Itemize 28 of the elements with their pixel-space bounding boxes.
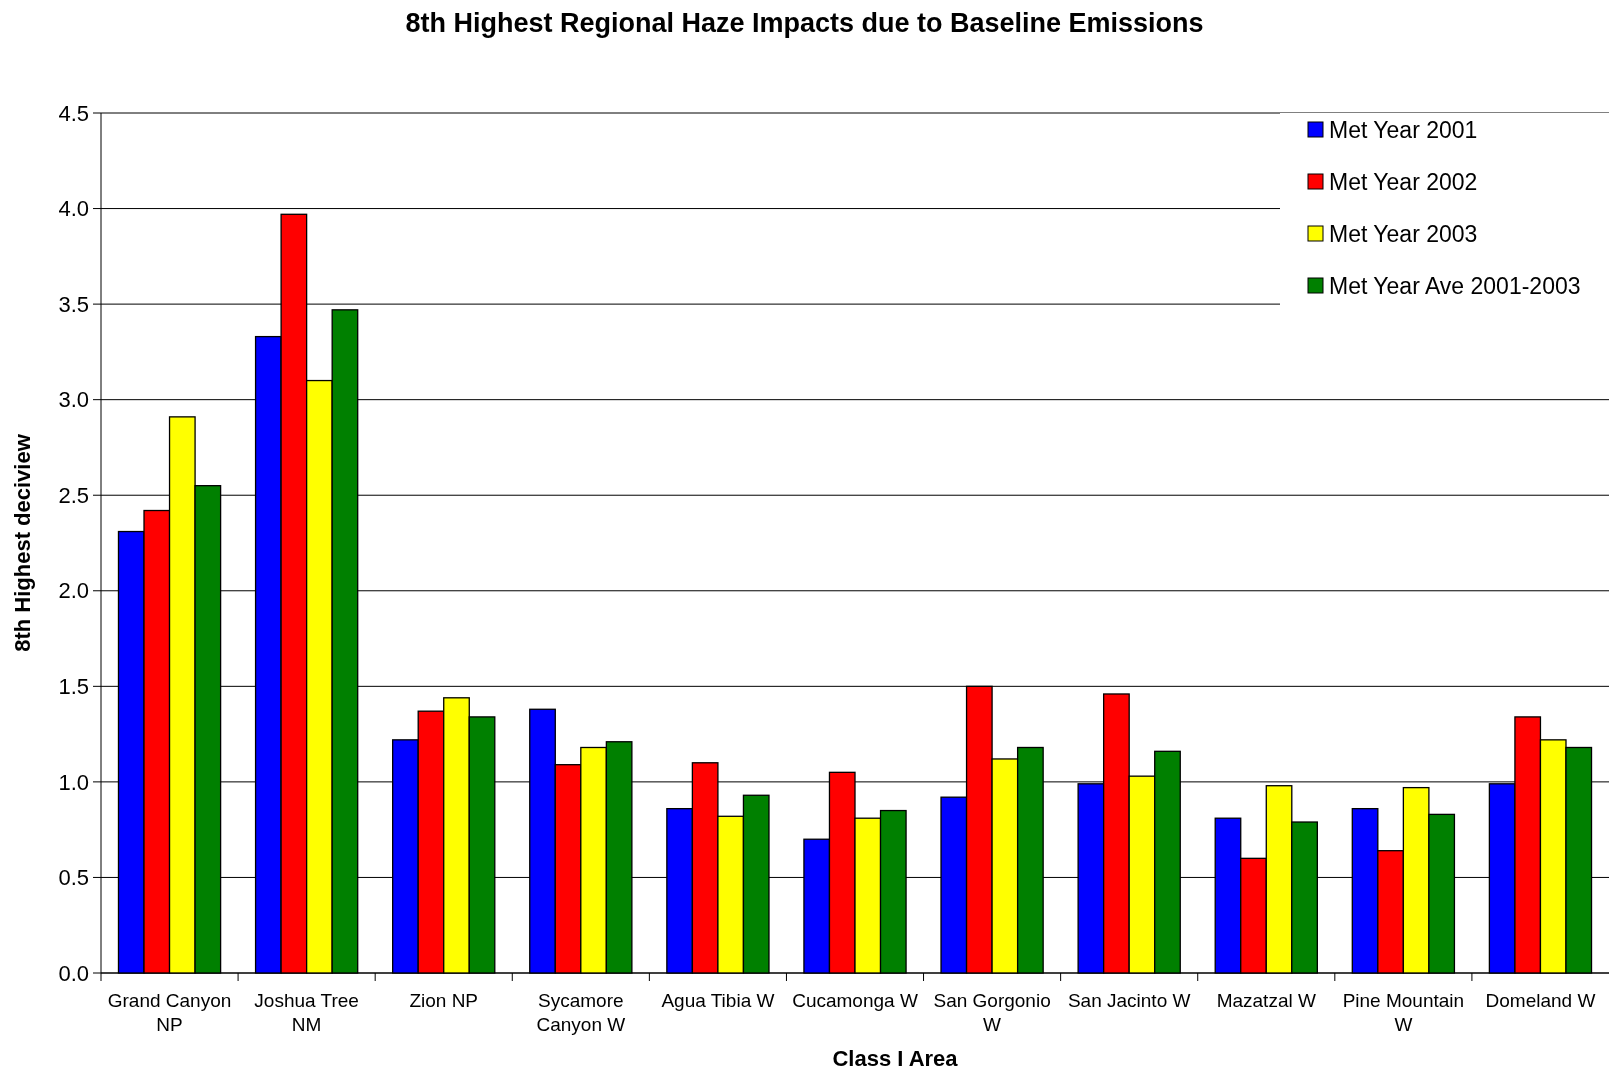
- x-tick-label: San Gorgonio W: [933, 990, 1051, 1035]
- x-tick-label: San Jacinto W: [1067, 990, 1191, 1011]
- y-tick-label: 0.0: [58, 960, 89, 986]
- x-tick-label: Joshua Tree NM: [254, 990, 359, 1035]
- y-tick-label: 3.0: [58, 387, 89, 413]
- chart-title: 8th Highest Regional Haze Impacts due to Baseline Emissions: [405, 8, 1204, 38]
- y-tick-label: 2.5: [58, 482, 89, 508]
- y-tick-label: 0.5: [58, 865, 89, 891]
- x-tick-label: Grand Canyon NP: [107, 990, 232, 1035]
- x-tick-label: Mazatzal W: [1216, 990, 1316, 1011]
- y-tick-label: 4.5: [58, 100, 89, 126]
- x-tick-label: Pine Mountain W: [1342, 990, 1465, 1035]
- legend-label: Met Year 2002: [1329, 169, 1478, 196]
- x-tick-label: Cucamonga W: [792, 990, 918, 1011]
- legend-label: Met Year 2001: [1329, 117, 1478, 144]
- x-tick-label: Agua Tibia W: [661, 990, 775, 1011]
- y-tick-label: 3.5: [58, 291, 89, 317]
- legend-label: Met Year 2003: [1329, 221, 1478, 248]
- y-tick-label: 1.5: [58, 674, 89, 700]
- y-tick-label: 4.0: [58, 196, 89, 222]
- x-tick-label: Sycamore Canyon W: [536, 990, 626, 1035]
- legend-label: Met Year Ave 2001-2003: [1329, 273, 1581, 300]
- x-tick-label: Domeland W: [1485, 990, 1596, 1011]
- x-axis-title: Class I Area: [832, 1046, 959, 1071]
- y-axis-title: 8th Highest deciview: [10, 433, 35, 652]
- x-tick-label: Zion NP: [409, 990, 479, 1011]
- y-tick-label: 1.0: [58, 769, 89, 795]
- y-tick-label: 2.0: [58, 578, 89, 604]
